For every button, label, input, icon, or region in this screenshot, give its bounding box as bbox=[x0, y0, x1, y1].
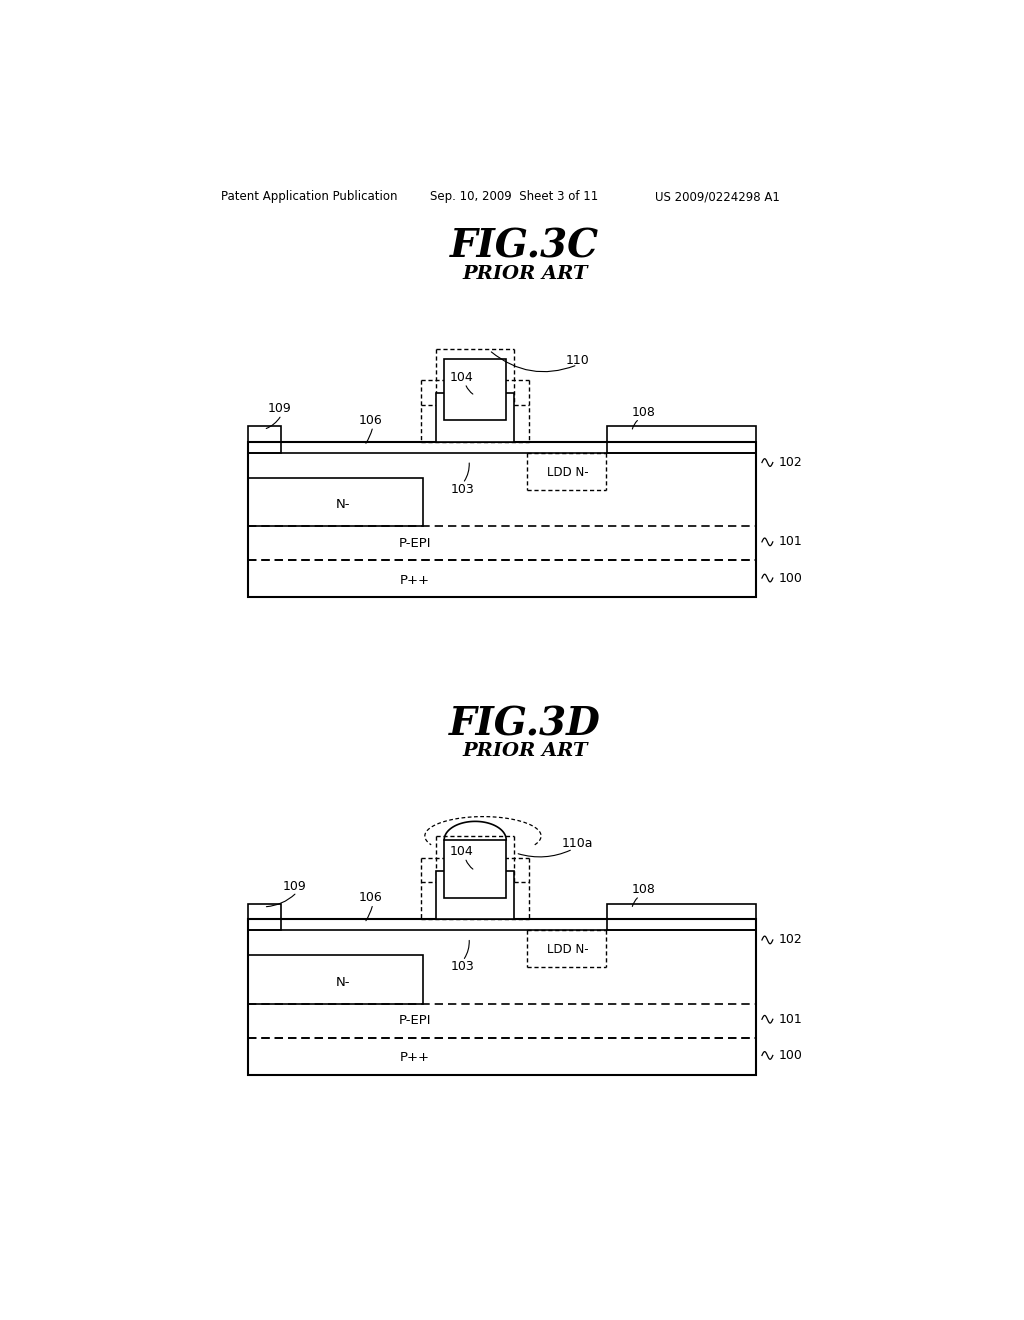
Text: 104: 104 bbox=[450, 371, 473, 384]
Text: 110a: 110a bbox=[562, 837, 594, 850]
Text: 102: 102 bbox=[779, 455, 803, 469]
Text: 106: 106 bbox=[358, 891, 382, 904]
FancyBboxPatch shape bbox=[444, 840, 506, 898]
Text: 108: 108 bbox=[632, 407, 655, 418]
Text: 106: 106 bbox=[358, 413, 382, 426]
Text: FIG.3C: FIG.3C bbox=[451, 228, 599, 265]
Text: 109: 109 bbox=[267, 403, 291, 416]
Text: P++: P++ bbox=[399, 574, 430, 587]
Text: P-EPI: P-EPI bbox=[398, 537, 431, 550]
Text: 103: 103 bbox=[451, 961, 475, 973]
Text: 103: 103 bbox=[451, 483, 475, 496]
Text: 104: 104 bbox=[450, 845, 473, 858]
Text: P-EPI: P-EPI bbox=[398, 1014, 431, 1027]
Text: PRIOR ART: PRIOR ART bbox=[462, 742, 588, 760]
Text: Patent Application Publication: Patent Application Publication bbox=[221, 190, 397, 203]
FancyBboxPatch shape bbox=[444, 359, 506, 420]
FancyBboxPatch shape bbox=[436, 871, 514, 919]
Text: 108: 108 bbox=[632, 883, 655, 896]
Text: 110: 110 bbox=[566, 354, 590, 367]
FancyBboxPatch shape bbox=[436, 393, 514, 442]
Text: 102: 102 bbox=[779, 933, 803, 946]
Text: US 2009/0224298 A1: US 2009/0224298 A1 bbox=[655, 190, 780, 203]
Text: Sep. 10, 2009  Sheet 3 of 11: Sep. 10, 2009 Sheet 3 of 11 bbox=[430, 190, 598, 203]
Text: 101: 101 bbox=[779, 1012, 803, 1026]
Text: PRIOR ART: PRIOR ART bbox=[462, 265, 588, 282]
Text: 100: 100 bbox=[779, 1049, 803, 1063]
Text: FIG.3D: FIG.3D bbox=[449, 705, 601, 743]
Text: 109: 109 bbox=[283, 879, 306, 892]
Text: P++: P++ bbox=[399, 1051, 430, 1064]
Text: LDD N-: LDD N- bbox=[547, 944, 588, 957]
Text: N-: N- bbox=[336, 499, 350, 511]
Text: 100: 100 bbox=[779, 572, 803, 585]
Text: LDD N-: LDD N- bbox=[547, 466, 588, 479]
Text: 101: 101 bbox=[779, 536, 803, 548]
Text: N-: N- bbox=[336, 975, 350, 989]
